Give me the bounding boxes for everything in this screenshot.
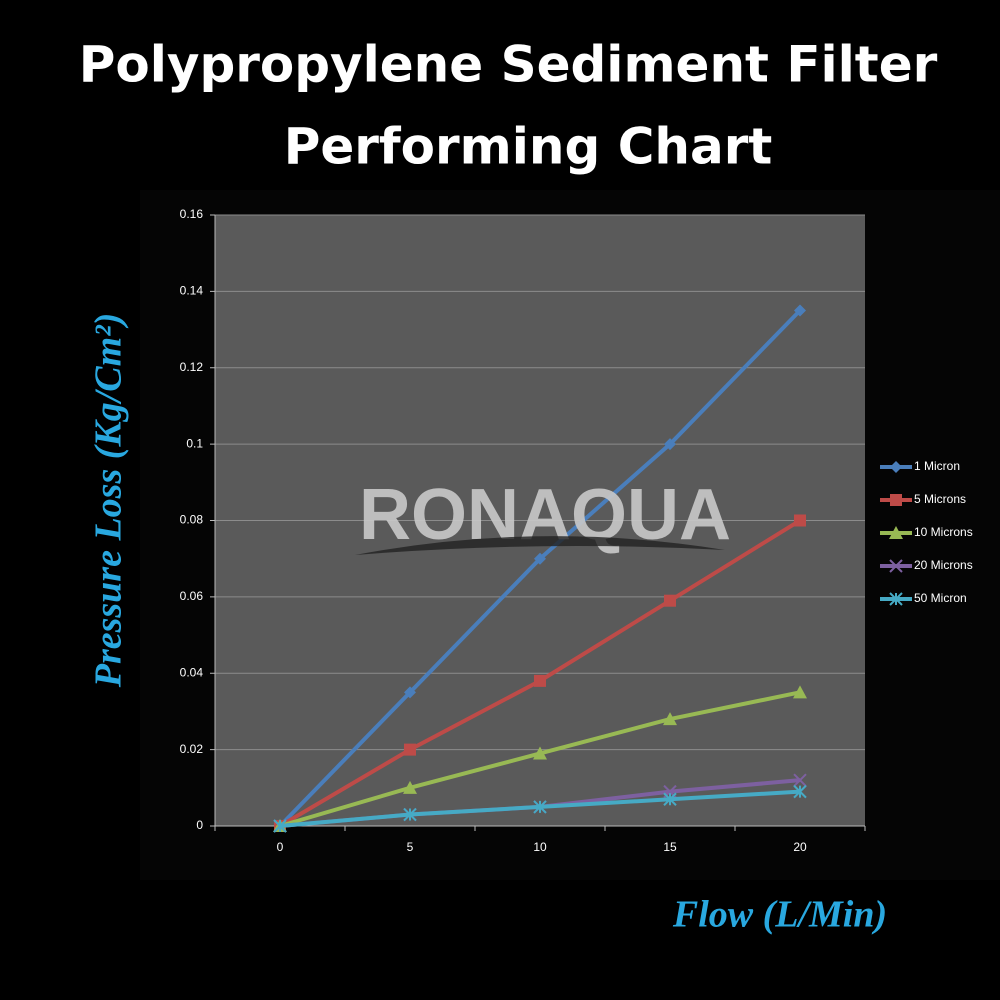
marker — [664, 594, 676, 607]
y-tick-label: 0 — [196, 818, 203, 832]
watermark-wave — [355, 536, 725, 555]
marker — [890, 461, 902, 473]
marker — [533, 746, 547, 760]
marker — [794, 304, 806, 317]
x-tick-label: 15 — [663, 840, 677, 854]
y-axis-label: Pressure Loss (Kg/Cm²) — [88, 313, 130, 689]
marker — [403, 780, 417, 794]
marker — [793, 685, 807, 699]
marker — [534, 674, 546, 687]
marker — [533, 800, 547, 814]
legend-label: 20 Microns — [914, 558, 973, 572]
marker — [404, 743, 416, 756]
x-tick-label: 20 — [793, 840, 807, 854]
y-tick-label: 0.02 — [180, 742, 204, 756]
x-tick-label: 10 — [533, 840, 547, 854]
marker — [403, 807, 417, 822]
marker — [890, 494, 902, 506]
marker — [534, 552, 546, 565]
marker — [273, 819, 287, 833]
legend-label: 50 Micron — [914, 591, 967, 605]
y-tick-label: 0.1 — [186, 436, 203, 450]
y-tick-label: 0.04 — [180, 665, 204, 679]
marker — [663, 712, 677, 726]
marker — [664, 438, 676, 451]
y-tick-label: 0.12 — [180, 360, 204, 374]
marker — [794, 514, 806, 527]
y-tick-label: 0.14 — [180, 284, 204, 298]
marker — [404, 686, 416, 699]
chart-title: Polypropylene Sediment Filter — [79, 36, 938, 94]
legend-label: 5 Microns — [914, 492, 966, 506]
legend-label: 10 Microns — [914, 525, 973, 539]
y-tick-label: 0.06 — [180, 589, 204, 603]
marker — [889, 559, 903, 573]
y-tick-label: 0.08 — [180, 513, 204, 527]
y-tick-label: 0.16 — [180, 207, 204, 221]
marker — [889, 592, 903, 606]
marker — [793, 784, 807, 799]
marker — [663, 792, 677, 806]
marker — [793, 773, 807, 787]
legend-label: 1 Micron — [914, 459, 960, 473]
x-tick-label: 0 — [277, 840, 284, 854]
plot: 0 0.02 0.04 0.06 0.08 0.1 0.12 0.14 0.16 0 5 10 15 20 — [180, 207, 866, 854]
chart-title: Performing Chart — [284, 118, 773, 176]
x-axis-label: Flow (L/Min) — [672, 894, 887, 936]
marker — [889, 526, 903, 539]
x-tick-label: 5 — [407, 840, 414, 854]
